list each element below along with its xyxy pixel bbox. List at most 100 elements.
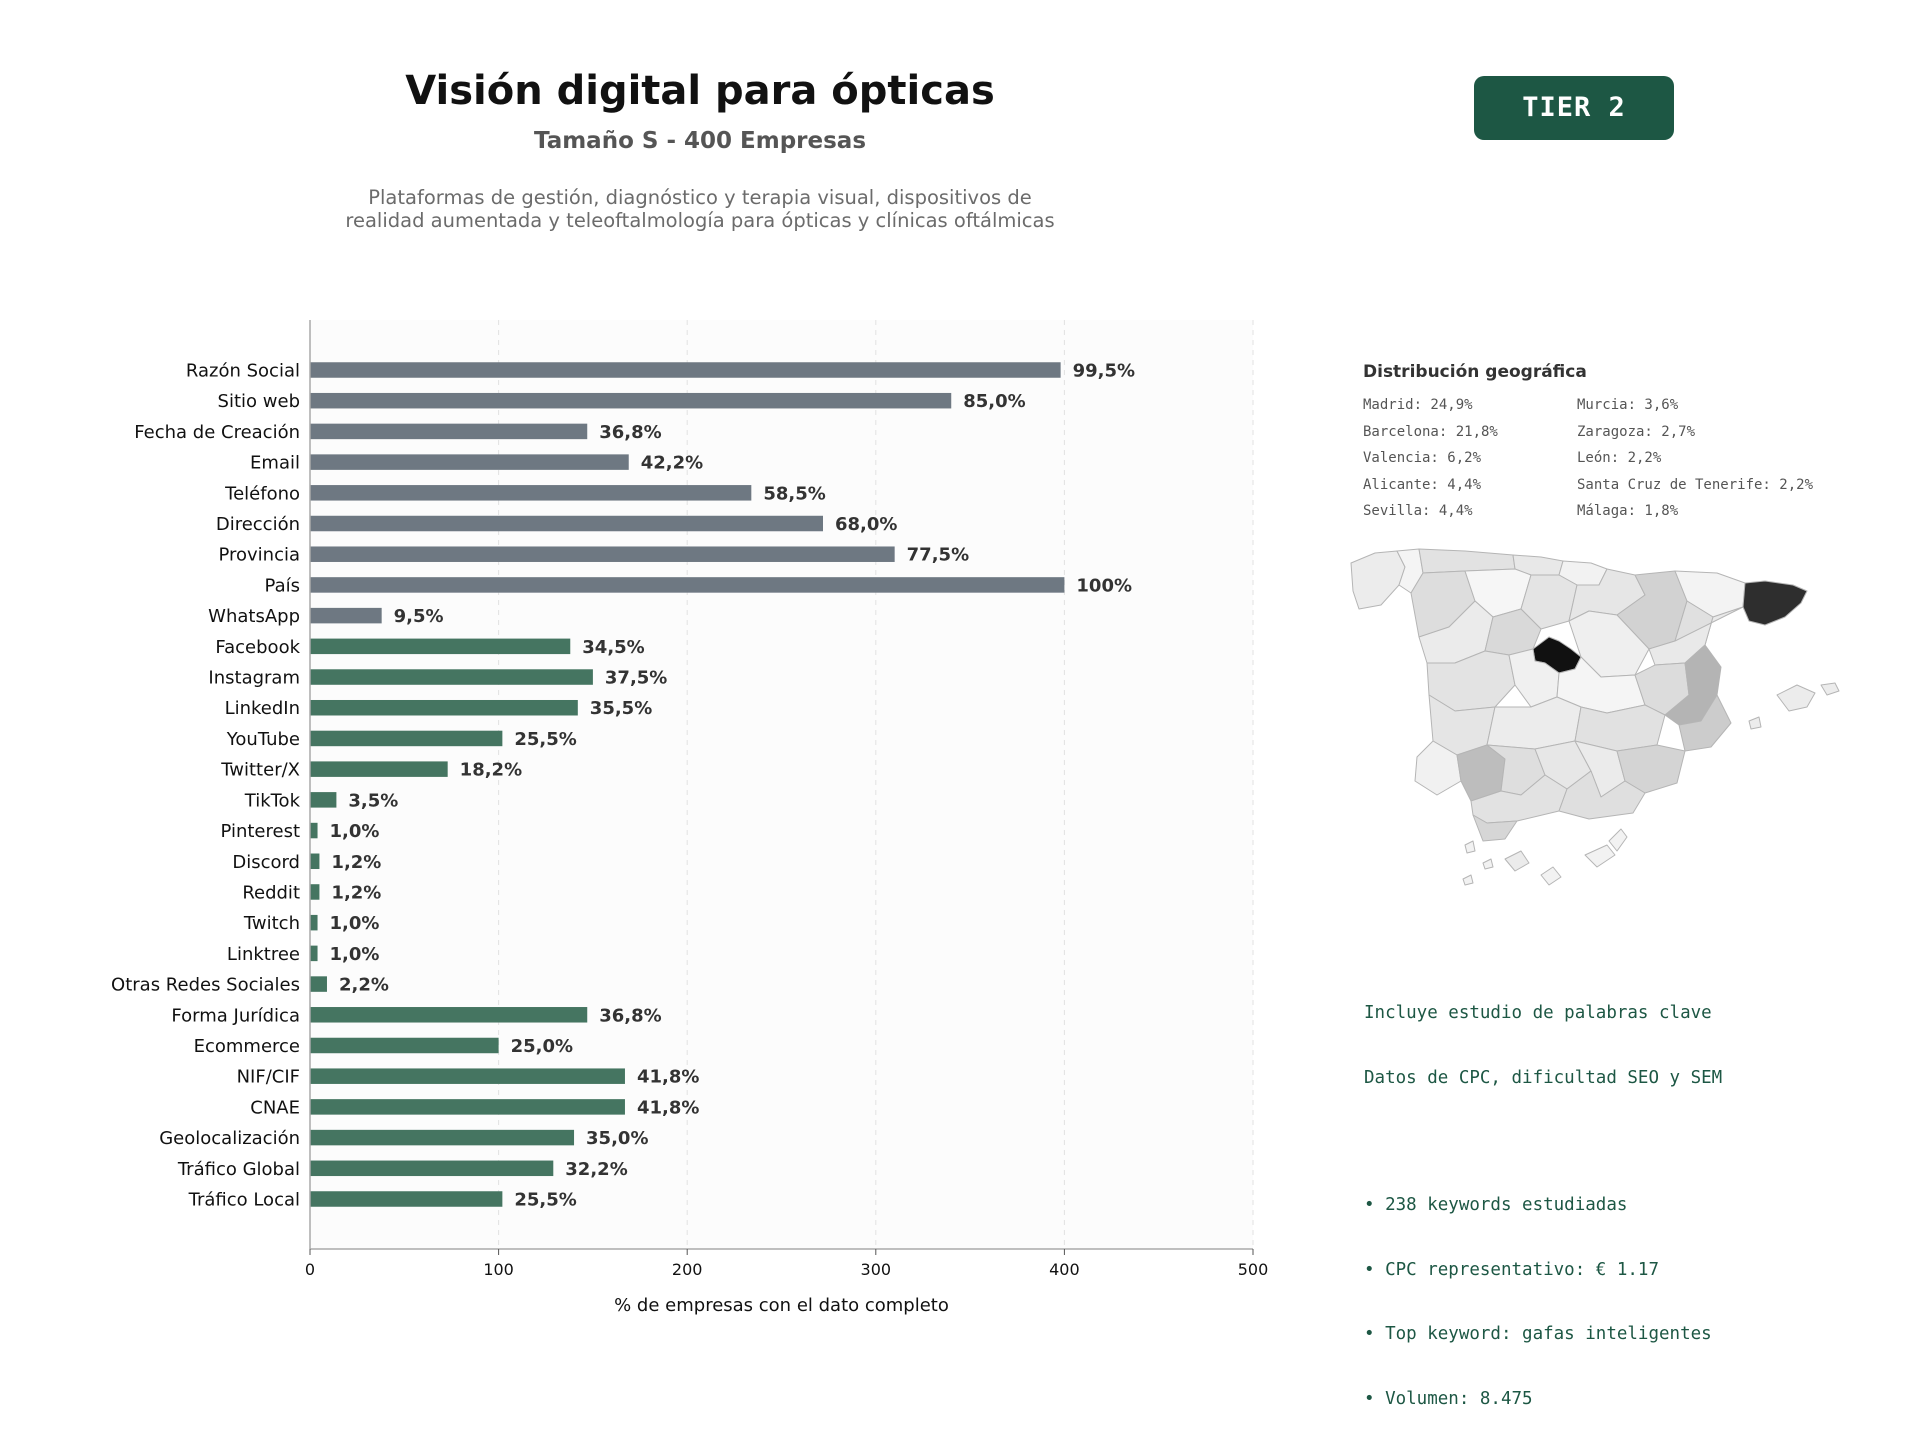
bar [310, 1129, 575, 1146]
category-label: YouTube [226, 729, 300, 750]
data-label: 18,2% [460, 760, 522, 781]
bar [310, 884, 320, 900]
category-label: Instagram [208, 668, 300, 689]
x-tick-label: 500 [1238, 1260, 1269, 1279]
bar [310, 914, 318, 931]
category-label: Razón Social [186, 361, 300, 382]
data-label: 37,5% [605, 668, 667, 689]
map-region-barcelona [1742, 580, 1808, 626]
map-region [1558, 770, 1646, 820]
keywords-line: Incluye estudio de palabras clave [1364, 1003, 1712, 1023]
bar [310, 853, 320, 870]
map-region [1472, 814, 1518, 842]
geo-item: Murcia: 3,6% [1577, 397, 1679, 413]
data-label: 35,0% [586, 1128, 648, 1149]
x-tick-label: 300 [861, 1260, 892, 1279]
bar [310, 976, 327, 992]
data-label: 77,5% [907, 545, 969, 566]
plot-area [310, 320, 1253, 1249]
data-label: 36,8% [599, 1005, 661, 1026]
bar [310, 1037, 499, 1054]
category-label: Email [250, 453, 300, 474]
map-region [1820, 682, 1840, 696]
geo-item: Madrid: 24,9% [1363, 397, 1473, 413]
data-label: 58,5% [763, 483, 825, 504]
geo-item: León: 2,2% [1577, 450, 1662, 466]
category-label: Facebook [215, 637, 300, 658]
bar [310, 945, 318, 962]
map-region [1540, 866, 1562, 886]
spain-map [1350, 548, 1840, 886]
keywords-bullet: • 238 keywords estudiadas [1364, 1195, 1628, 1215]
data-label: 3,5% [348, 790, 398, 811]
category-label: Discord [232, 852, 300, 873]
geo-item: Alicante: 4,4% [1363, 476, 1482, 493]
bar [310, 1160, 554, 1177]
data-label: 34,5% [582, 637, 644, 658]
bar [310, 362, 1061, 378]
map-region [1608, 828, 1628, 852]
bar [310, 546, 895, 562]
keywords-bullet: • CPC representativo: € 1.17 [1364, 1259, 1660, 1280]
data-label: 9,5% [394, 606, 444, 627]
map-region [1462, 874, 1474, 886]
map-region [1678, 694, 1732, 752]
data-label: 41,8% [637, 1097, 699, 1118]
category-label: Forma Jurídica [171, 1005, 300, 1026]
data-label: 1,0% [330, 821, 380, 842]
map-region [1748, 716, 1762, 730]
category-label: CNAE [250, 1097, 300, 1118]
bar [310, 638, 571, 655]
category-label: WhatsApp [208, 606, 300, 627]
geo-list: Madrid: 24,9% Murcia: 3,6% Barcelona: 21… [1363, 397, 1883, 523]
bar-chart: Razón Social 99,5% Sitio web 85,0% Fecha de … [111, 320, 1269, 1316]
geo-item: Barcelona: 21,8% [1363, 423, 1498, 440]
data-label: 25,0% [511, 1036, 573, 1057]
bar [310, 1068, 625, 1084]
category-label: Twitter/X [220, 760, 300, 781]
category-label: Ecommerce [194, 1036, 300, 1057]
bar [310, 1007, 588, 1023]
bar [310, 822, 318, 839]
bar [310, 730, 503, 747]
data-label: 36,8% [599, 422, 661, 443]
map-region [1464, 840, 1476, 854]
data-label: 42,2% [641, 453, 703, 474]
data-label: 1,2% [331, 852, 381, 873]
category-label: NIF/CIF [237, 1067, 300, 1088]
geo-item: Sevilla: 4,4% [1363, 503, 1473, 519]
bar [310, 792, 337, 808]
category-label: Linktree [227, 944, 300, 965]
data-label: 100% [1076, 575, 1132, 596]
map-region [1504, 850, 1530, 872]
category-label: Geolocalización [159, 1128, 300, 1149]
bar [310, 669, 593, 685]
page-description: Plataformas de gestión, diagnóstico y te… [345, 186, 1055, 232]
map-region [1776, 684, 1816, 712]
data-label: 32,2% [565, 1159, 627, 1180]
category-label: Otras Redes Sociales [111, 975, 300, 996]
keywords-block: Incluye estudio de palabras clave Datos … [1364, 960, 1722, 1432]
bar [310, 1191, 503, 1207]
geo-item: Santa Cruz de Tenerife: 2,2% [1577, 476, 1814, 493]
category-label: Teléfono [224, 483, 300, 504]
page-title: Visión digital para ópticas [405, 68, 995, 114]
x-tick-label: 400 [1049, 1260, 1080, 1279]
bar [310, 392, 952, 409]
data-label: 35,5% [590, 698, 652, 719]
bar [310, 699, 578, 716]
x-tick-label: 0 [305, 1260, 315, 1279]
category-label: Provincia [218, 545, 300, 566]
category-label: Pinterest [220, 821, 300, 842]
data-label: 2,2% [339, 975, 389, 996]
map-region [1482, 858, 1494, 870]
category-label: Tráfico Global [177, 1159, 300, 1180]
bar [310, 454, 629, 470]
category-label: TikTok [244, 790, 301, 811]
keywords-bullet: • Top keyword: gafas inteligentes [1364, 1324, 1712, 1344]
data-label: 99,5% [1073, 361, 1135, 382]
data-label: 1,2% [331, 882, 381, 903]
bar [310, 1099, 625, 1115]
data-label: 1,0% [330, 913, 380, 934]
category-label: Reddit [242, 882, 300, 903]
